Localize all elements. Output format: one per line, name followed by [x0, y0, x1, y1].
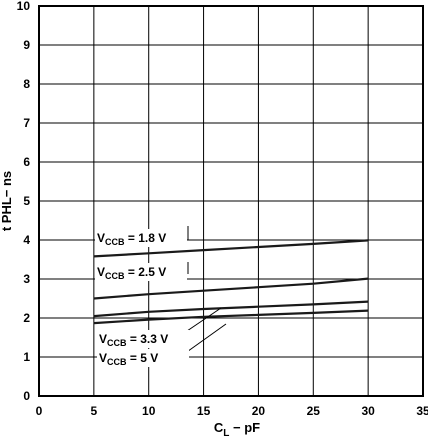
series-layer	[93, 239, 369, 325]
series-line-3	[93, 309, 369, 325]
x-tick-label: 10	[142, 404, 156, 418]
x-tick-label: 35	[416, 404, 428, 418]
series-line-1	[93, 277, 369, 300]
x-tick-labels: 0 5 10 15 20 25 30 35	[36, 404, 428, 418]
x-axis-label-sub: L	[223, 428, 229, 439]
x-tick-label: 0	[36, 404, 43, 418]
y-tick-label: 9	[23, 38, 30, 52]
y-tick-label: 5	[23, 194, 30, 208]
series-annotation: VCCB = 3.3 V	[99, 332, 168, 348]
y-axis-label: t PHL− ns	[0, 171, 14, 231]
series-line-2	[93, 300, 369, 318]
leader-line	[186, 307, 222, 332]
leader-line	[183, 323, 227, 355]
x-axis-label: CL − pF	[214, 420, 260, 439]
y-tick-label: 2	[23, 311, 30, 325]
series-annotation: VCCB = 5 V	[99, 351, 158, 367]
annotation-bg	[97, 330, 189, 348]
annotation-bg	[97, 349, 189, 367]
y-tick-label: 8	[23, 77, 30, 91]
y-tick-label: 1	[23, 350, 30, 364]
y-tick-label: 4	[23, 233, 30, 247]
x-tick-label: 5	[91, 404, 98, 418]
series-line-0	[93, 239, 369, 258]
annotation-bg	[95, 263, 187, 281]
annotation-layer: VCCB = 1.8 V VCCB = 2.5 V VCCB = 3.3 V VCCB…	[95, 226, 227, 367]
x-tick-label: 20	[252, 404, 266, 418]
series-annotation: VCCB = 1.8 V	[97, 231, 166, 247]
series-annotation: VCCB = 2.5 V	[97, 265, 166, 281]
x-axis-label-main: C	[214, 420, 224, 435]
y-tick-label: 10	[17, 0, 31, 13]
y-tick-labels: 0 1 2 3 4 5 6 7 8 9 10	[17, 0, 31, 403]
plot-frame	[38, 5, 424, 397]
x-tick-label: 30	[361, 404, 375, 418]
x-axis-label-unit: − pF	[229, 420, 260, 435]
y-tick-label: 7	[23, 116, 30, 130]
y-tick-label: 6	[23, 155, 30, 169]
y-tick-label: 0	[23, 389, 30, 403]
annotation-bg	[95, 229, 187, 247]
y-tick-label: 3	[23, 272, 30, 286]
x-tick-label: 15	[197, 404, 211, 418]
x-tick-label: 25	[307, 404, 321, 418]
